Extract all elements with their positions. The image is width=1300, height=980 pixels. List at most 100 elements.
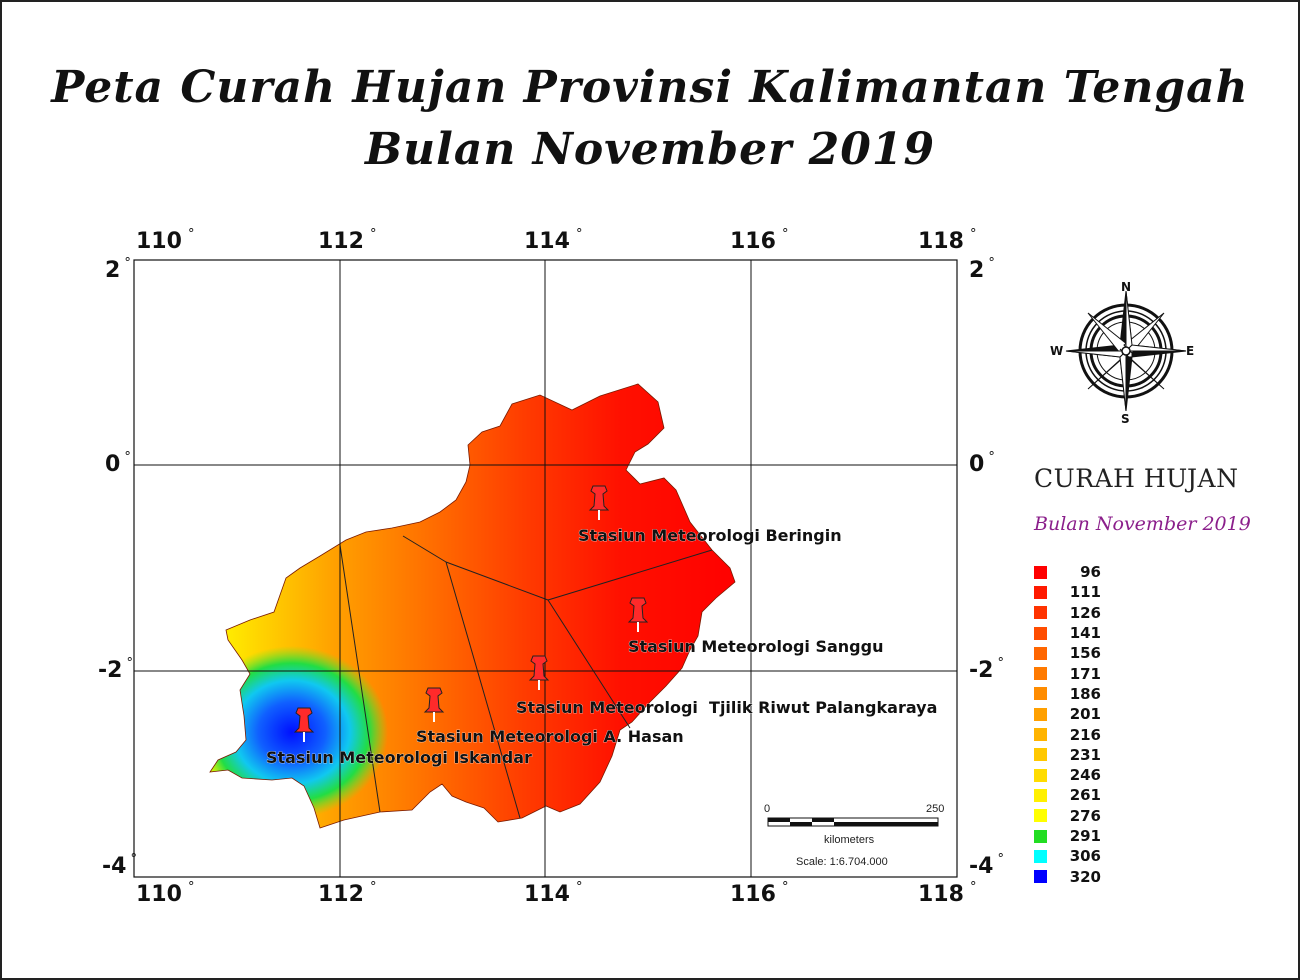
- thiessen-lines: [339, 535, 713, 819]
- lon-tick-112-bottom: 112 °: [318, 880, 376, 907]
- lon-ticks-bottom: 110 ° 112 ° 114 ° 116 ° 118 °: [136, 880, 976, 907]
- lon-tick-114-bottom: 114 °: [524, 880, 582, 907]
- legend-value: 96: [1080, 563, 1101, 582]
- lat-tick-2-right: 2 °: [969, 256, 995, 283]
- legend-value: 320: [1069, 867, 1101, 886]
- legend-value: 276: [1069, 806, 1101, 825]
- scale-end-label: 250: [926, 803, 944, 815]
- lat-tick-0-right: 0 °: [969, 450, 995, 477]
- pin-icon-tjilik-riwut: [528, 655, 550, 690]
- legend-swatch: [1034, 870, 1047, 884]
- legend-value: 186: [1069, 684, 1101, 703]
- pin-icon-a-hasan: [423, 687, 445, 722]
- lat-ticks-right: 2 ° 0 ° -2 ° -4 °: [969, 256, 1004, 879]
- lat-tick-m4-left: -4 °: [102, 852, 137, 879]
- legend-item: 96: [1034, 562, 1101, 582]
- station-label-sanggu: Stasiun Meteorologi Sanggu: [628, 637, 883, 656]
- legend-item: 276: [1034, 806, 1101, 826]
- legend-swatch: [1034, 707, 1047, 721]
- legend-item: 111: [1034, 582, 1101, 602]
- map-title-line1: Peta Curah Hujan Provinsi Kalimantan Ten…: [51, 62, 1249, 113]
- legend-item: 171: [1034, 663, 1101, 683]
- legend-item: 186: [1034, 684, 1101, 704]
- lon-tick-110-top: 110 °: [136, 227, 194, 254]
- legend-value: 111: [1069, 583, 1101, 602]
- legend-swatch: [1034, 829, 1047, 843]
- compass-n: N: [1121, 280, 1131, 294]
- legend-value: 306: [1069, 847, 1101, 866]
- legend-value: 126: [1069, 603, 1101, 622]
- compass-s: S: [1121, 412, 1130, 426]
- legend-swatch: [1034, 667, 1047, 681]
- lon-ticks-top: 110 ° 112 ° 114 ° 116 ° 118 °: [136, 227, 976, 254]
- station-label-beringin: Stasiun Meteorologi Beringin: [578, 526, 842, 545]
- legend-item: 261: [1034, 785, 1101, 805]
- legend-item: 141: [1034, 623, 1101, 643]
- legend-swatch: [1034, 687, 1047, 701]
- legend-value: 171: [1069, 664, 1101, 683]
- scale-ratio-label: Scale: 1:6.704.000: [796, 856, 888, 868]
- legend-item: 291: [1034, 826, 1101, 846]
- legend-item: 156: [1034, 643, 1101, 663]
- station-pins: [293, 485, 649, 742]
- pin-icon-iskandar: [293, 707, 315, 742]
- station-label-iskandar: Stasiun Meteorologi Iskandar: [266, 748, 532, 767]
- legend-subtitle: Bulan November 2019: [1034, 513, 1251, 535]
- legend-item: 231: [1034, 745, 1101, 765]
- legend-swatch: [1034, 748, 1047, 762]
- legend-value: 141: [1069, 624, 1101, 643]
- legend-title: CURAH HUJAN: [1034, 464, 1239, 493]
- legend-swatch: [1034, 565, 1047, 579]
- lon-tick-114-top: 114 °: [524, 227, 582, 254]
- legend-item: 246: [1034, 765, 1101, 785]
- legend-swatch: [1034, 646, 1047, 660]
- legend-value: 291: [1069, 827, 1101, 845]
- legend-swatch: [1034, 849, 1047, 863]
- legend-swatch: [1034, 809, 1047, 823]
- legend-value: 246: [1069, 766, 1101, 785]
- lat-tick-m2-left: -2 °: [98, 656, 133, 683]
- lon-tick-112-top: 112 °: [318, 227, 376, 254]
- legend-swatch: [1034, 606, 1047, 620]
- legend-swatch: [1034, 728, 1047, 742]
- lat-tick-m4-right: -4 °: [969, 852, 1004, 879]
- legend-item: 201: [1034, 704, 1101, 724]
- scale-unit-label: kilometers: [824, 834, 875, 846]
- legend-value: 231: [1069, 745, 1101, 764]
- legend-swatch: [1034, 788, 1047, 802]
- legend-list: 96 111 126 141 156 171 186 201 216 231 246 261 276 29…: [1034, 562, 1101, 887]
- legend-item: 126: [1034, 603, 1101, 623]
- compass-e: E: [1186, 344, 1194, 358]
- legend-swatch: [1034, 585, 1047, 599]
- lon-tick-118-bottom: 118 °: [918, 880, 976, 907]
- legend-value: 201: [1069, 705, 1101, 724]
- station-label-tjilik-riwut: Stasiun Meteorologi Tjilik Riwut Palangk…: [516, 698, 937, 717]
- legend-item: 306: [1034, 846, 1101, 866]
- lon-tick-116-bottom: 116 °: [730, 880, 788, 907]
- legend-value: 261: [1069, 786, 1101, 805]
- lon-tick-116-top: 116 °: [730, 227, 788, 254]
- lat-tick-m2-right: -2 °: [969, 656, 1004, 683]
- legend-swatch: [1034, 768, 1047, 782]
- pin-icon-sanggu: [627, 597, 649, 632]
- compass-rose-icon: N S W E: [1050, 280, 1194, 426]
- compass-w: W: [1050, 344, 1063, 358]
- legend-item: 320: [1034, 866, 1101, 886]
- legend-item: 216: [1034, 724, 1101, 744]
- scale-start-label: 0: [764, 803, 770, 815]
- lon-tick-110-bottom: 110 °: [136, 880, 194, 907]
- lat-tick-2-left: 2 °: [105, 256, 131, 283]
- graticule: [134, 260, 957, 877]
- legend-swatch: [1034, 626, 1047, 640]
- lat-tick-0-left: 0 °: [105, 450, 131, 477]
- lon-tick-118-top: 118 °: [918, 227, 976, 254]
- legend-value: 156: [1069, 644, 1101, 663]
- station-label-a-hasan: Stasiun Meteorologi A. Hasan: [416, 727, 684, 746]
- pin-icon-beringin: [588, 485, 610, 520]
- legend-value: 216: [1069, 725, 1101, 744]
- lat-ticks-left: 2 ° 0 ° -2 ° -4 °: [98, 256, 137, 879]
- map-title-line2: Bulan November 2019: [364, 124, 936, 175]
- scale-bar: 0 250 kilometers Scale: 1:6.704.000: [764, 803, 944, 868]
